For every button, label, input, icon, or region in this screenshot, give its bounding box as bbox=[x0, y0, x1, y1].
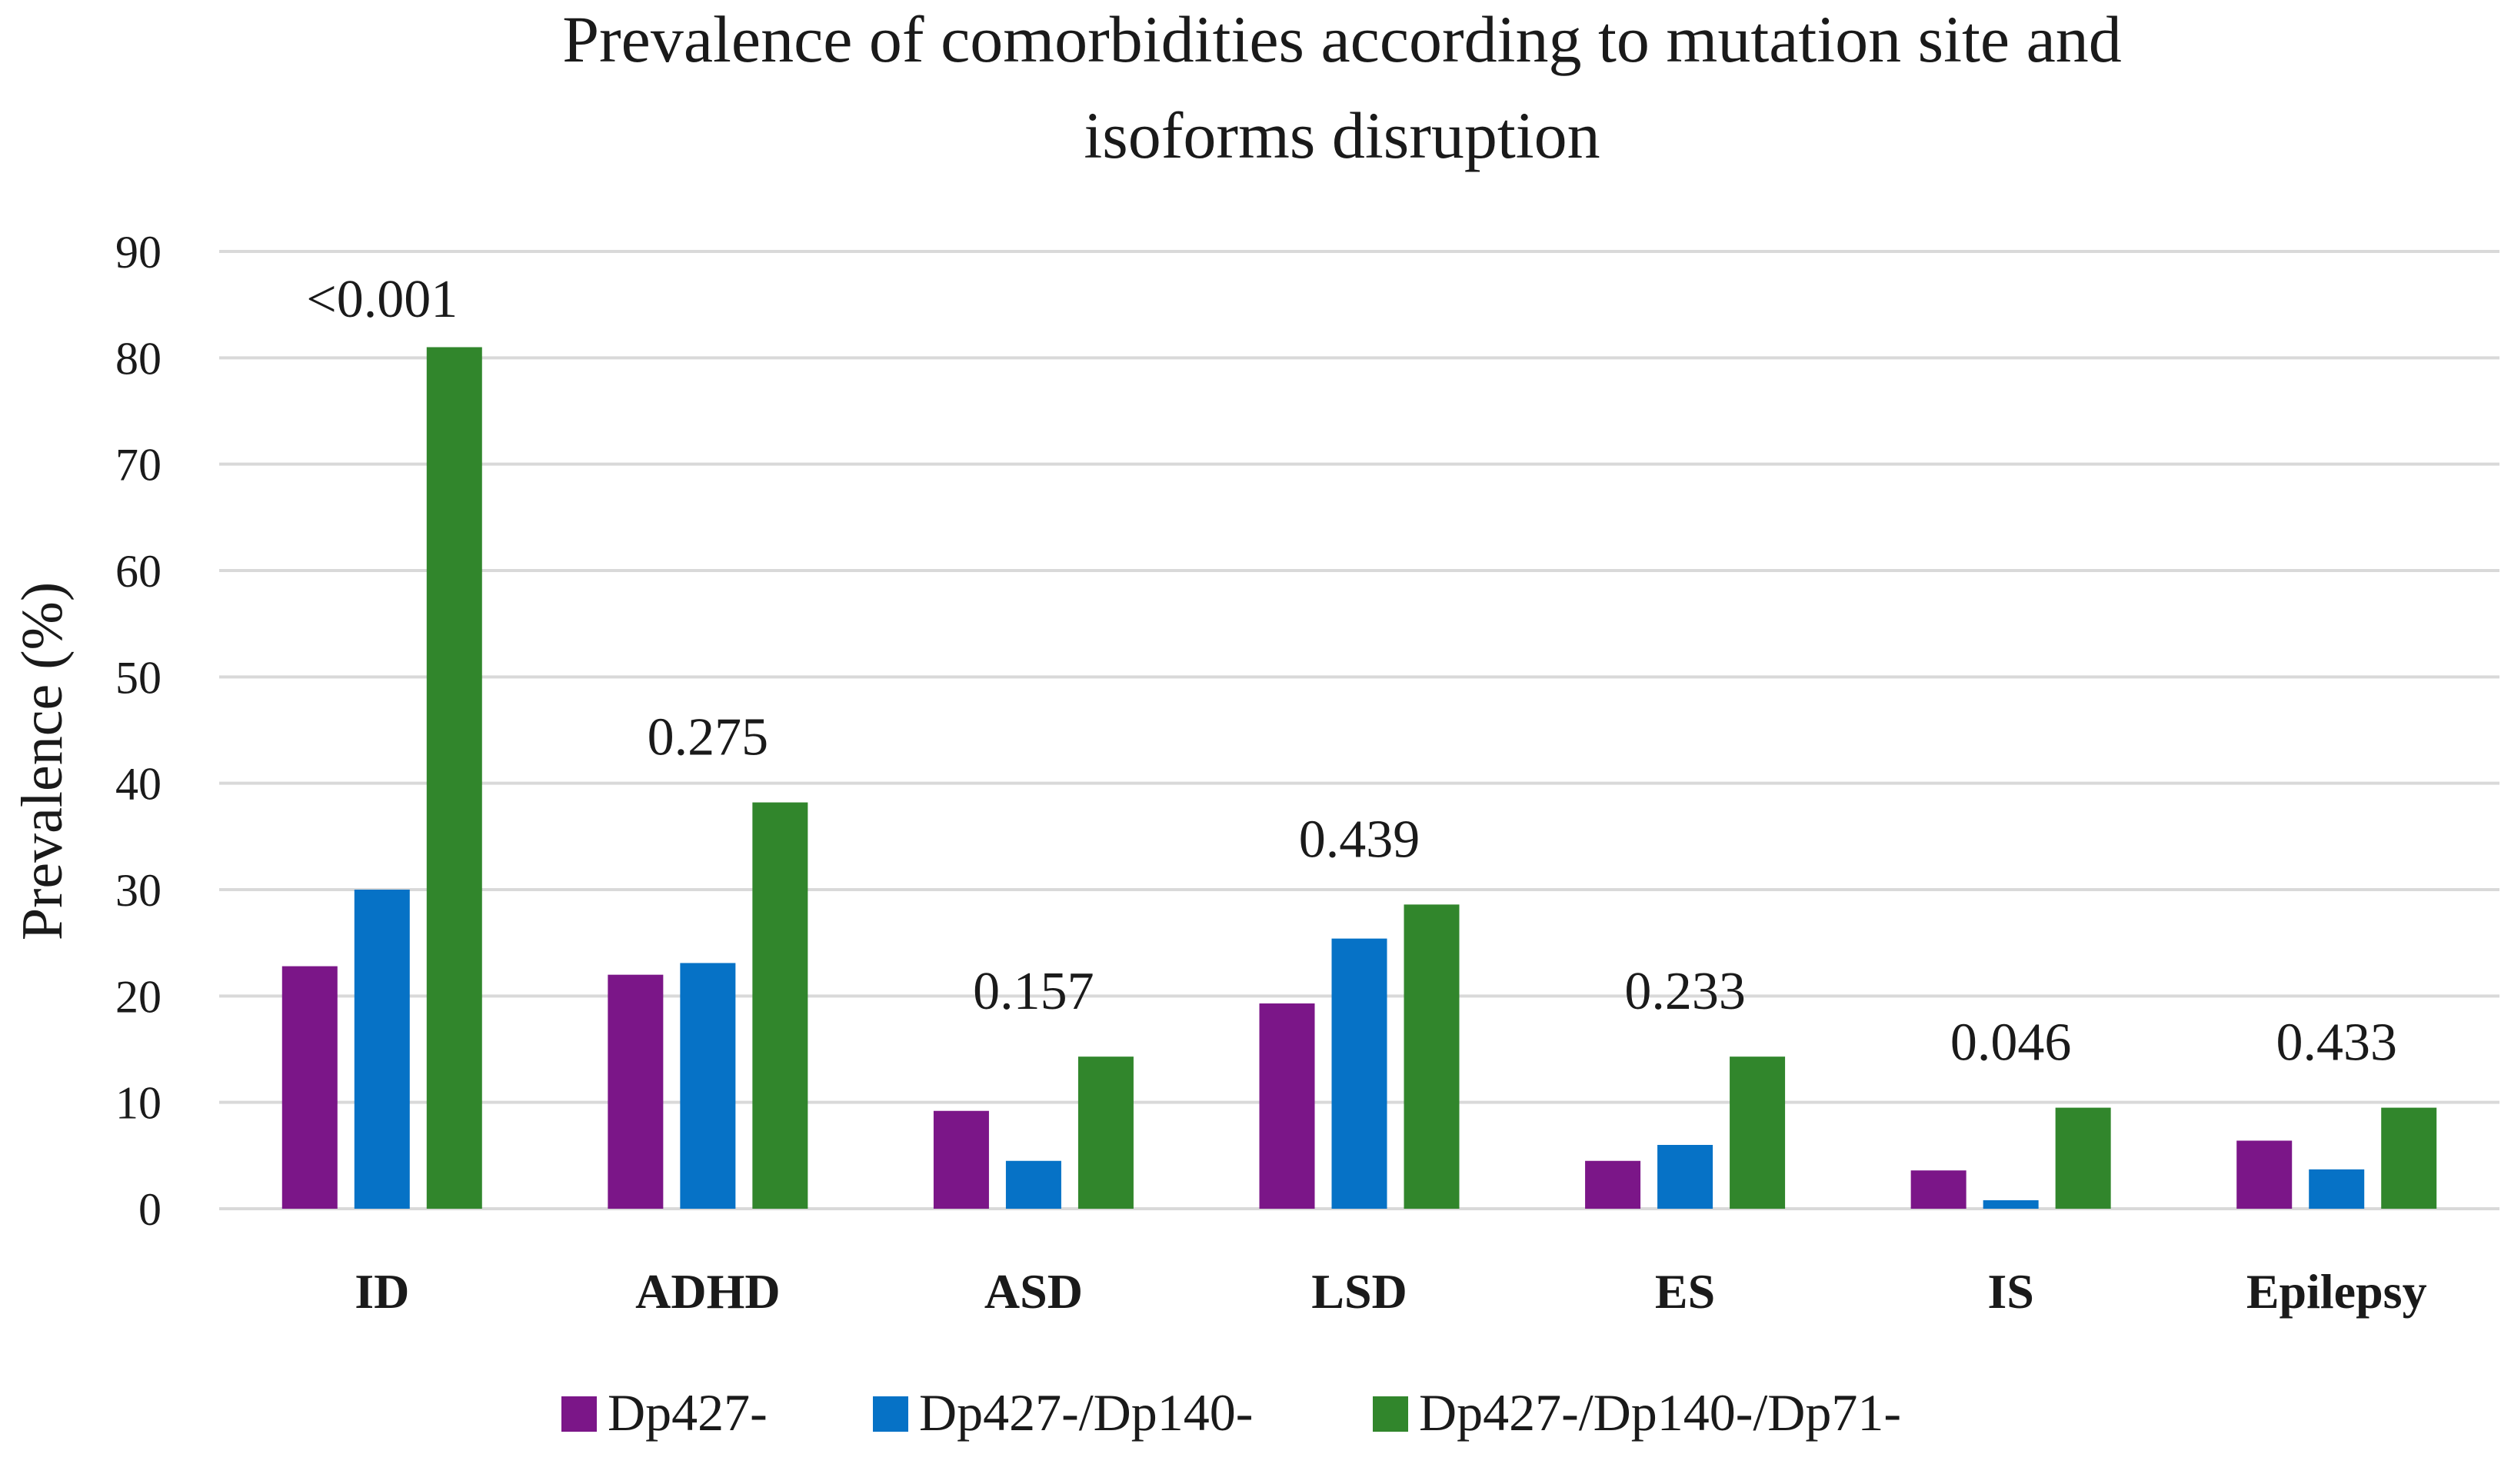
legend-label: Dp427-/Dp140- bbox=[919, 1383, 1253, 1442]
y-tick-label: 90 bbox=[115, 227, 162, 278]
bar-es-series-2 bbox=[1657, 1145, 1713, 1209]
p-value-label: 0.046 bbox=[1950, 1013, 2072, 1073]
y-axis-ticks: 0 10 20 30 40 50 60 70 80 90 bbox=[115, 227, 162, 1235]
y-tick-label: 80 bbox=[115, 333, 162, 384]
chart-title-line-2: isoforms disruption bbox=[1084, 98, 1600, 172]
bar-epilepsy-series-3 bbox=[2381, 1107, 2437, 1209]
bar-lsd-series-3 bbox=[1404, 904, 1460, 1209]
bar-adhd-series-3 bbox=[752, 802, 808, 1209]
bar-es-series-1 bbox=[1585, 1160, 1641, 1209]
p-value-label: <0.001 bbox=[306, 270, 458, 329]
x-category-label: IS bbox=[1987, 1264, 2034, 1319]
legend-swatch bbox=[873, 1396, 908, 1432]
bar-asd-series-2 bbox=[1005, 1160, 1061, 1209]
y-tick-label: 20 bbox=[115, 971, 162, 1022]
bar-id-series-2 bbox=[354, 890, 410, 1209]
x-category-label: ID bbox=[355, 1264, 409, 1319]
legend-swatch bbox=[1373, 1396, 1408, 1432]
bar-asd-series-1 bbox=[933, 1110, 989, 1209]
bar-is-series-3 bbox=[2055, 1107, 2111, 1209]
p-value-label: 0.433 bbox=[2276, 1013, 2397, 1073]
y-axis-label: Prevalence (%) bbox=[10, 582, 75, 940]
x-category-label: ES bbox=[1655, 1264, 1715, 1319]
p-value-label: 0.157 bbox=[973, 962, 1094, 1021]
bar-adhd-series-1 bbox=[608, 974, 664, 1209]
legend-label: Dp427- bbox=[608, 1383, 768, 1442]
y-tick-label: 10 bbox=[115, 1078, 162, 1129]
bar-lsd-series-2 bbox=[1331, 938, 1387, 1209]
gridlines bbox=[219, 250, 2499, 1210]
legend-label: Dp427-/Dp140-/Dp71- bbox=[1419, 1383, 1901, 1442]
p-value-annotations: <0.001 0.275 0.157 0.439 0.233 0.046 0.433 bbox=[306, 270, 2397, 1073]
y-tick-label: 50 bbox=[115, 652, 162, 703]
y-tick-label: 40 bbox=[115, 759, 162, 810]
y-tick-label: 70 bbox=[115, 440, 162, 491]
bar-adhd-series-2 bbox=[680, 963, 736, 1209]
bar-epilepsy-series-2 bbox=[2309, 1169, 2365, 1209]
bar-is-series-2 bbox=[1983, 1200, 2039, 1209]
bar-asd-series-3 bbox=[1077, 1056, 1134, 1209]
x-category-label: ADHD bbox=[635, 1264, 780, 1319]
x-axis-categories: ID ADHD ASD LSD ES IS Epilepsy bbox=[355, 1264, 2426, 1319]
chart-title: Prevalence of comorbidities according to… bbox=[562, 2, 2122, 172]
y-tick-label: 0 bbox=[138, 1184, 162, 1235]
y-tick-label: 60 bbox=[115, 546, 162, 597]
bar-es-series-3 bbox=[1730, 1056, 1786, 1209]
bar-id-series-1 bbox=[281, 966, 338, 1209]
p-value-label: 0.233 bbox=[1624, 962, 1746, 1021]
bar-lsd-series-1 bbox=[1259, 1003, 1315, 1209]
x-category-label: ASD bbox=[984, 1264, 1083, 1319]
legend-swatch bbox=[561, 1396, 597, 1432]
x-category-label: LSD bbox=[1311, 1264, 1407, 1319]
y-tick-label: 30 bbox=[115, 865, 162, 916]
p-value-label: 0.439 bbox=[1299, 810, 1420, 869]
bar-is-series-1 bbox=[1910, 1170, 1967, 1209]
p-value-label: 0.275 bbox=[648, 708, 769, 767]
bar-id-series-3 bbox=[426, 347, 482, 1209]
bars bbox=[281, 347, 2437, 1209]
chart-title-line-1: Prevalence of comorbidities according to… bbox=[562, 2, 2122, 76]
bar-epilepsy-series-1 bbox=[2236, 1140, 2293, 1209]
legend: Dp427- Dp427-/Dp140- Dp427-/Dp140-/Dp71- bbox=[561, 1383, 1901, 1442]
x-category-label: Epilepsy bbox=[2246, 1264, 2427, 1319]
